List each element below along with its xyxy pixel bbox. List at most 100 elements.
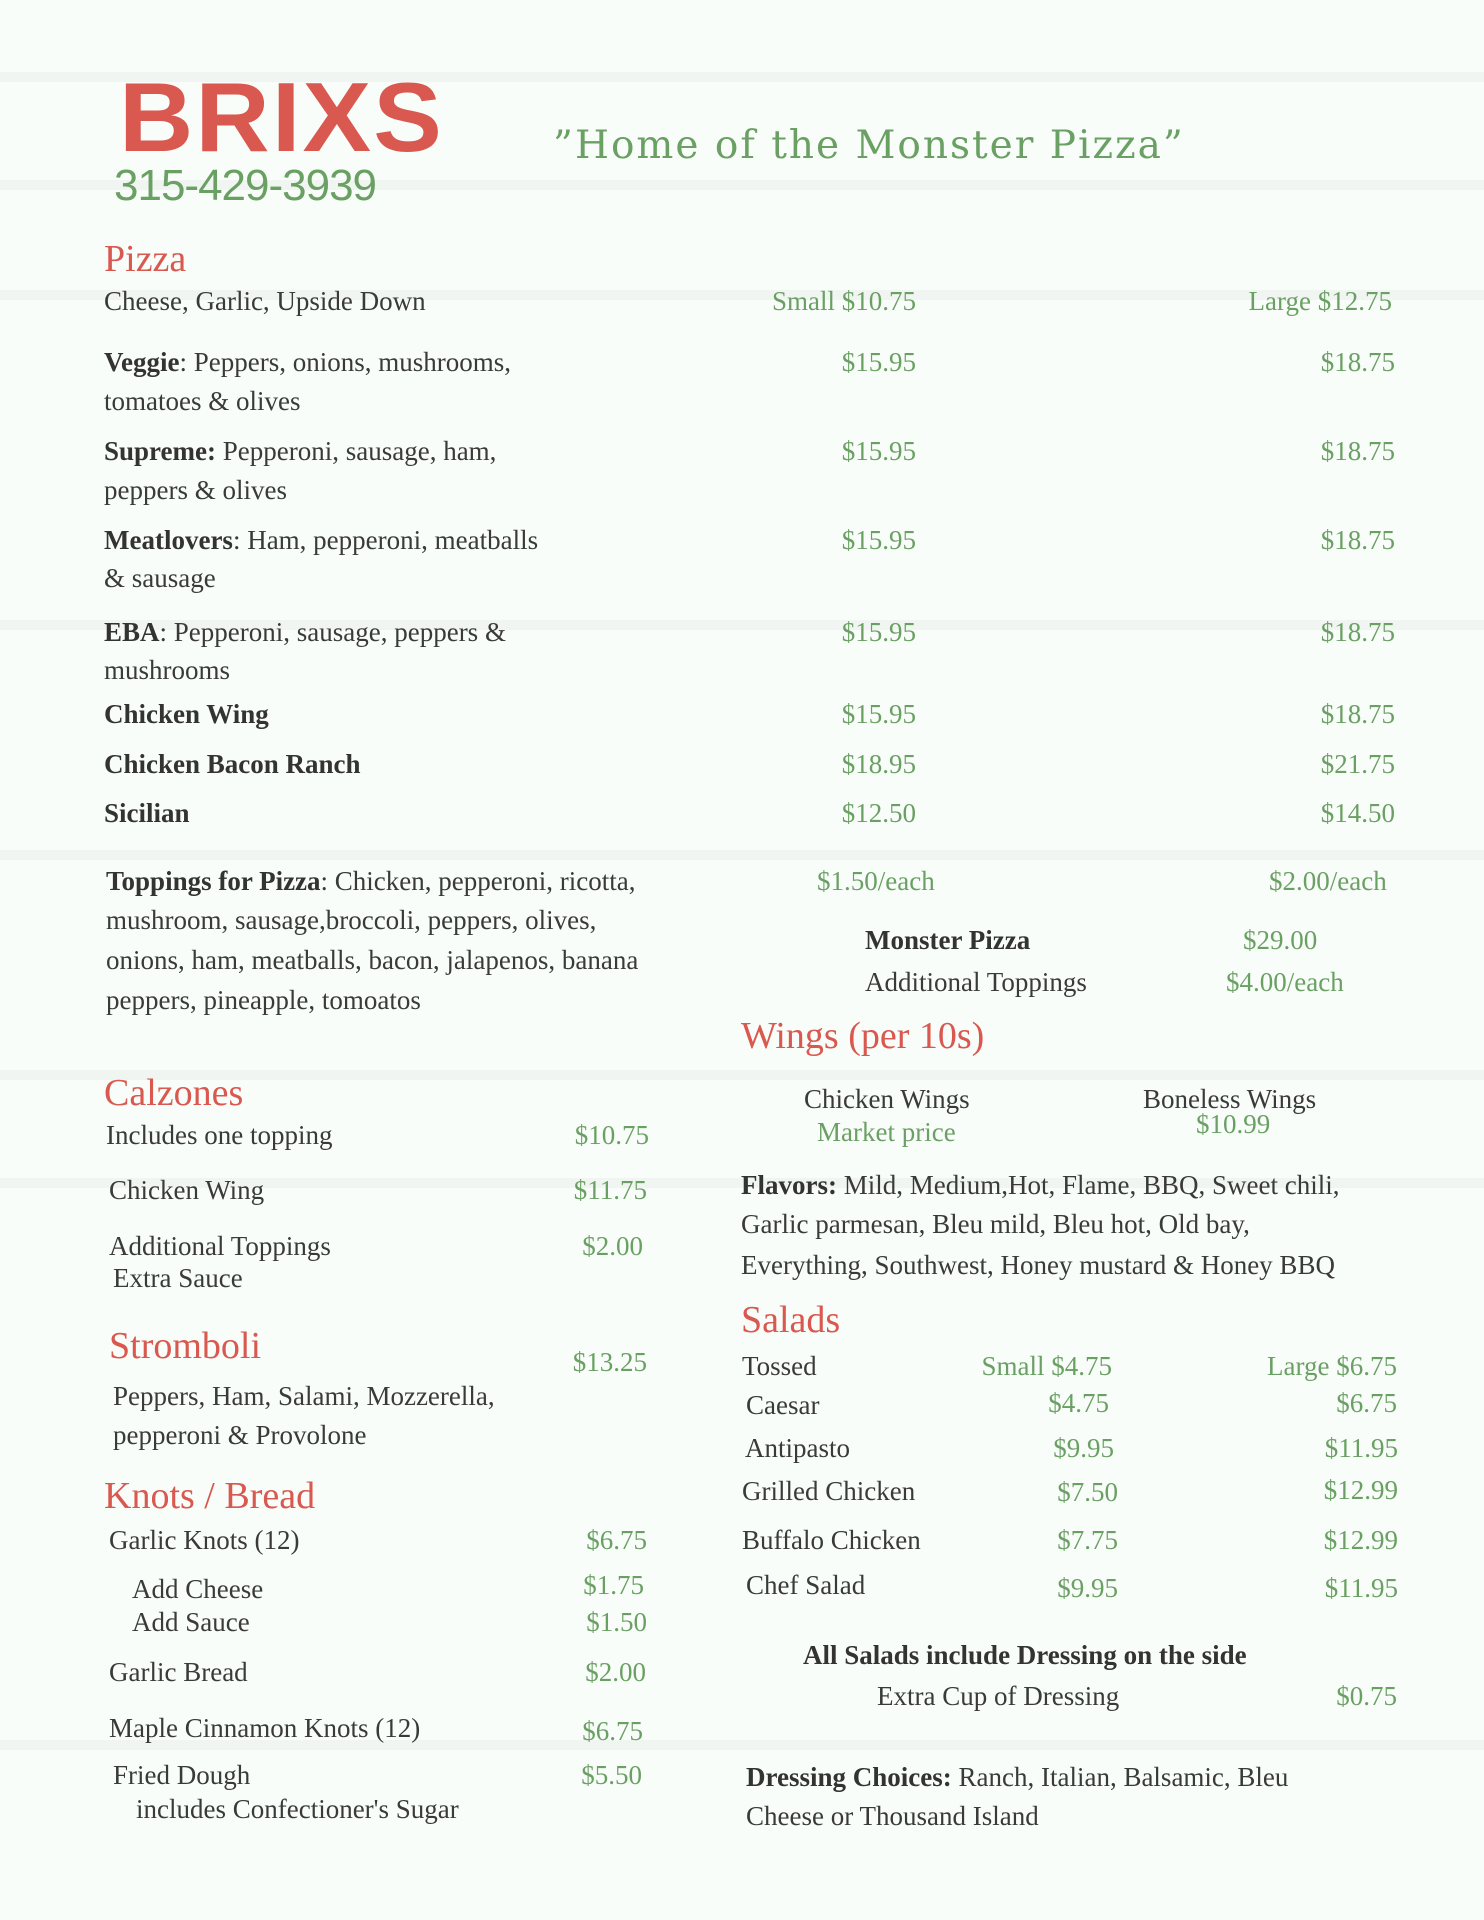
calzone-item: Chicken Wing [109,1174,265,1205]
section-title-stromboli: Stromboli [109,1325,262,1368]
salad-large: $6.75 [1336,1387,1397,1418]
calzone-price: $10.75 [574,1119,649,1150]
salad-large: $12.99 [1323,1524,1398,1555]
salad-name: Tossed [742,1350,817,1381]
item-desc: : Ham, pepperoni, meatballs [232,524,539,555]
toppings-text: : Chicken, pepperoni, ricotta, [320,865,636,896]
dressing-line: Dressing Choices: Ranch, Italian, Balsam… [746,1761,1288,1793]
item-desc-2: tomatoes & olives [104,385,301,416]
item-desc-2: & sausage [104,562,216,593]
dressing-label: Dressing Choices: [746,1761,952,1792]
pizza-item: Meatlovers: Ham, pepperoni, meatballs [104,524,538,556]
knots-price: $5.50 [581,1759,642,1790]
boneless-wings-price: $10.99 [1196,1108,1271,1139]
salad-large: $11.95 [1324,1432,1398,1463]
monster-pizza: Monster Pizza [865,924,1030,956]
section-title-knots: Knots / Bread [104,1475,316,1518]
extra-dressing-price: $0.75 [1336,1680,1397,1711]
stripe [0,1178,1484,1188]
price-large: $21.75 [1320,748,1395,779]
salad-name: Buffalo Chicken [742,1524,921,1555]
item-name: Sicilian [104,797,190,828]
knots-price: $1.50 [586,1606,647,1637]
price-large: Large $12.75 [1248,285,1392,316]
knots-item: Garlic Knots (12) [109,1524,300,1555]
salad-small: Small $4.75 [981,1350,1112,1381]
pizza-item: Sicilian [104,797,190,829]
salad-small: $4.75 [1048,1387,1109,1418]
toppings-line: mushroom, sausage,broccoli, peppers, oli… [106,904,597,935]
section-title-calzones: Calzones [104,1072,244,1115]
knots-price: $1.75 [583,1569,644,1600]
logo: BRIXS [119,62,444,172]
price-large: $18.75 [1320,524,1395,555]
dressing-line: Cheese or Thousand Island [746,1800,1039,1831]
pizza-item: Chicken Wing [104,698,269,730]
calzone-item-2: Extra Sauce [113,1262,243,1293]
salad-name: Grilled Chicken [742,1475,916,1506]
toppings-line: Toppings for Pizza: Chicken, pepperoni, … [106,865,635,897]
salad-small: $9.95 [1053,1432,1114,1463]
salad-note: All Salads include Dressing on the side [803,1639,1247,1671]
price-large: $18.75 [1320,616,1395,647]
price-small: Small $10.75 [771,285,916,316]
monster-extra-price: $4.00/each [1226,966,1344,997]
knots-item: Maple Cinnamon Knots (12) [109,1712,421,1743]
toppings-price-small: $1.50/each [817,865,935,896]
knots-item: Fried Dough [113,1759,251,1790]
calzone-item: Includes one topping [106,1119,333,1150]
item-name: Meatlovers [104,524,233,555]
price-small: $15.95 [841,524,916,555]
stripe [0,72,1484,82]
price-large: $18.75 [1320,346,1395,377]
price-large: $18.75 [1320,435,1395,466]
toppings-price-large: $2.00/each [1269,865,1387,896]
stripe [0,620,1484,630]
section-title-salads: Salads [741,1299,841,1342]
flavors-line: Flavors: Mild, Medium,Hot, Flame, BBQ, S… [741,1169,1339,1201]
knots-item: Add Cheese [132,1573,264,1604]
stripe [0,290,1484,300]
stripe [0,1740,1484,1750]
stripe [0,850,1484,860]
pizza-item: Chicken Bacon Ranch [104,748,361,780]
monster-extra: Additional Toppings [865,966,1087,997]
dressing-text: Ranch, Italian, Balsamic, Bleu [951,1761,1289,1792]
flavors-line: Garlic parmesan, Bleu mild, Bleu hot, Ol… [741,1208,1250,1239]
salad-note-text: All Salads include Dressing on the side [803,1639,1247,1670]
stromboli-desc: pepperoni & Provolone [113,1419,367,1450]
pizza-item: Cheese, Garlic, Upside Down [104,285,426,316]
price-small: $15.95 [841,346,916,377]
salad-name: Caesar [746,1389,820,1420]
salad-small: $7.50 [1057,1476,1118,1507]
item-name: Supreme: [104,435,216,466]
calzone-price: $2.00 [582,1230,643,1261]
item-name: EBA [104,616,160,647]
item-name: Chicken Bacon Ranch [104,748,361,779]
stromboli-desc: Peppers, Ham, Salami, Mozzerella, [113,1380,495,1411]
knots-note: includes Confectioner's Sugar [136,1793,459,1824]
toppings-line: peppers, pineapple, tomoatos [106,984,421,1015]
item-desc-2: mushrooms [104,654,231,685]
section-title-pizza: Pizza [104,238,187,281]
salad-name: Chef Salad [746,1569,866,1600]
calzone-item: Additional Toppings [109,1230,331,1261]
stripe [0,1070,1484,1080]
salad-small: $9.95 [1057,1572,1118,1603]
item-name: Chicken Wing [104,698,269,729]
knots-item: Garlic Bread [109,1656,248,1687]
price-small: $15.95 [841,435,916,466]
stripe [0,180,1484,190]
monster-name: Monster Pizza [865,924,1031,955]
salad-large: $12.99 [1323,1474,1398,1505]
item-name: Veggie [104,346,180,377]
price-small: $12.50 [841,797,916,828]
tagline: ”Home of the Monster Pizza” [553,123,1185,168]
pizza-item: Veggie: Peppers, onions, mushrooms, [104,346,511,378]
boneless-wings: Boneless Wings [1143,1083,1317,1114]
section-title-wings: Wings (per 10s) [741,1015,985,1058]
price-small: $15.95 [841,698,916,729]
chicken-wings: Chicken Wings [804,1083,970,1114]
pizza-item: Supreme: Pepperoni, sausage, ham, [104,435,496,467]
knots-price: $2.00 [585,1656,646,1687]
